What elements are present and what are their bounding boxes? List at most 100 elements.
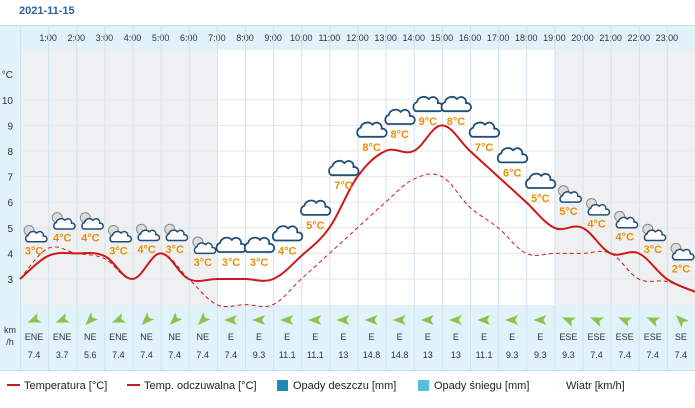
wind-speed: 9.3: [253, 350, 266, 360]
y-axis: 3 4 5 6 7 8 9 10 °C: [2, 70, 14, 286]
wind-arrow-shape: [55, 313, 70, 323]
wind-arrow-shape: [364, 315, 378, 325]
cloud-shape: [615, 216, 639, 229]
cloud-icon: [525, 172, 557, 189]
y-tick-label: 7: [7, 173, 13, 184]
wind-arrow: [308, 315, 322, 325]
temperature-label: 4°C: [137, 244, 156, 256]
cloud-shape: [440, 96, 472, 113]
night-column: [132, 50, 161, 305]
legend: Temperatura [°C] Temp. odczuwalna [°C] Opa…: [7, 379, 625, 392]
cloud-icon: [356, 121, 388, 138]
wind-arrow-shape: [675, 315, 689, 328]
forecast-date: 2021-11-15: [19, 5, 75, 17]
y-tick-label: 8: [7, 147, 13, 158]
legend-swatch: [418, 380, 429, 391]
night-column: [160, 50, 189, 305]
wind-arrow-shape: [590, 317, 605, 327]
cloud-icon: [243, 236, 276, 253]
legend-swatch: [277, 380, 288, 391]
night-cloud-icon: [79, 212, 104, 230]
cloud-shape: [496, 147, 529, 164]
cloud-shape: [165, 229, 189, 242]
wind-arrow-shape: [533, 315, 547, 325]
night-cloud-icon: [557, 185, 583, 203]
cloud-shape: [587, 203, 611, 216]
wind-speed: 7.4: [28, 350, 41, 360]
wind-arrow: [223, 315, 237, 325]
temperature-label: 5°C: [531, 193, 550, 205]
series-lines: [19, 124, 695, 308]
wind-arrow-shape: [280, 315, 294, 325]
wind-speed: 9.3: [506, 350, 519, 360]
wind-unit-label: /h: [6, 337, 14, 347]
wind-arrow-shape: [505, 315, 519, 325]
wind-arrow: [55, 313, 70, 323]
legend-wind-icon: [553, 379, 560, 391]
night-cloud-icon: [642, 223, 667, 242]
temperature-label: 3°C: [250, 257, 269, 269]
cloud-icon: [468, 121, 501, 138]
night-column: [554, 50, 583, 305]
weather-icons: [23, 96, 695, 261]
wind-speed: 7.4: [225, 350, 238, 360]
cloud-shape: [243, 236, 276, 253]
night-column: [666, 50, 695, 305]
wind-arrow-shape: [448, 315, 462, 325]
wind-arrow: [364, 315, 378, 325]
wind-direction: NE: [140, 332, 153, 342]
wind-arrow-shape: [141, 312, 155, 325]
chart-background: [0, 25, 695, 371]
wind-direction: E: [425, 332, 431, 342]
wind-arrow-shape: [197, 312, 211, 325]
temperature-label: 2°C: [672, 263, 691, 275]
legend-label: Opady śniegu [mm]: [434, 380, 529, 392]
cloud-shape: [328, 160, 360, 177]
wind-direction: NE: [84, 332, 97, 342]
wind-arrow: [169, 312, 183, 325]
wind-arrow-shape: [420, 315, 434, 325]
wind-direction: E: [369, 332, 375, 342]
wind-speed: 7.4: [675, 350, 688, 360]
night-column: [188, 50, 217, 305]
night-column: [638, 50, 667, 305]
y-tick-label: 9: [7, 121, 13, 132]
wind-direction: ENE: [53, 332, 72, 342]
cloud-icon: [300, 199, 332, 216]
wind-direction: E: [537, 332, 543, 342]
cloud-icon: [384, 108, 416, 125]
wind-direction: E: [228, 332, 234, 342]
wind-direction: E: [340, 332, 346, 342]
temperature-label: 4°C: [587, 219, 606, 231]
wind-arrow: [280, 315, 294, 325]
wind-direction: E: [397, 332, 403, 342]
temperature-label: 3°C: [644, 244, 663, 256]
wind-speed: 7.4: [618, 350, 631, 360]
temperature-label: 7°C: [334, 180, 353, 192]
wind-speed: 11.1: [307, 350, 324, 360]
wind-direction: ESE: [616, 332, 634, 342]
wind-arrow-shape: [646, 317, 661, 327]
wind-arrow-shape: [85, 312, 99, 325]
cloud-shape: [137, 229, 161, 242]
wind-speed: 14.8: [391, 350, 409, 360]
wind-direction: NE: [197, 332, 210, 342]
wind-arrow: [336, 315, 350, 325]
wind-speed: 7.4: [647, 350, 660, 360]
night-cloud-icon: [136, 223, 161, 242]
y-tick-label: 6: [7, 198, 13, 209]
temperature-labels: 3°C 4°C 4°C 3°C 4°C 3°C 3°C 3°C 3°C 4°C 5°C 7°C 8°C 8…: [25, 116, 690, 275]
wind-arrow-shape: [392, 315, 406, 325]
cloud-icon: [440, 96, 472, 113]
wind-direction: ESE: [559, 332, 577, 342]
wind-direction: ESE: [588, 332, 606, 342]
wind-speed: 5.6: [84, 350, 97, 360]
temperature-label: 3°C: [194, 257, 213, 269]
temperature-label: 5°C: [306, 220, 325, 232]
night-column: [76, 50, 105, 305]
cloud-shape: [468, 121, 501, 138]
wind-arrow: [420, 315, 434, 325]
wind-speed: 7.4: [168, 350, 181, 360]
temperature-label: 3°C: [25, 245, 44, 257]
